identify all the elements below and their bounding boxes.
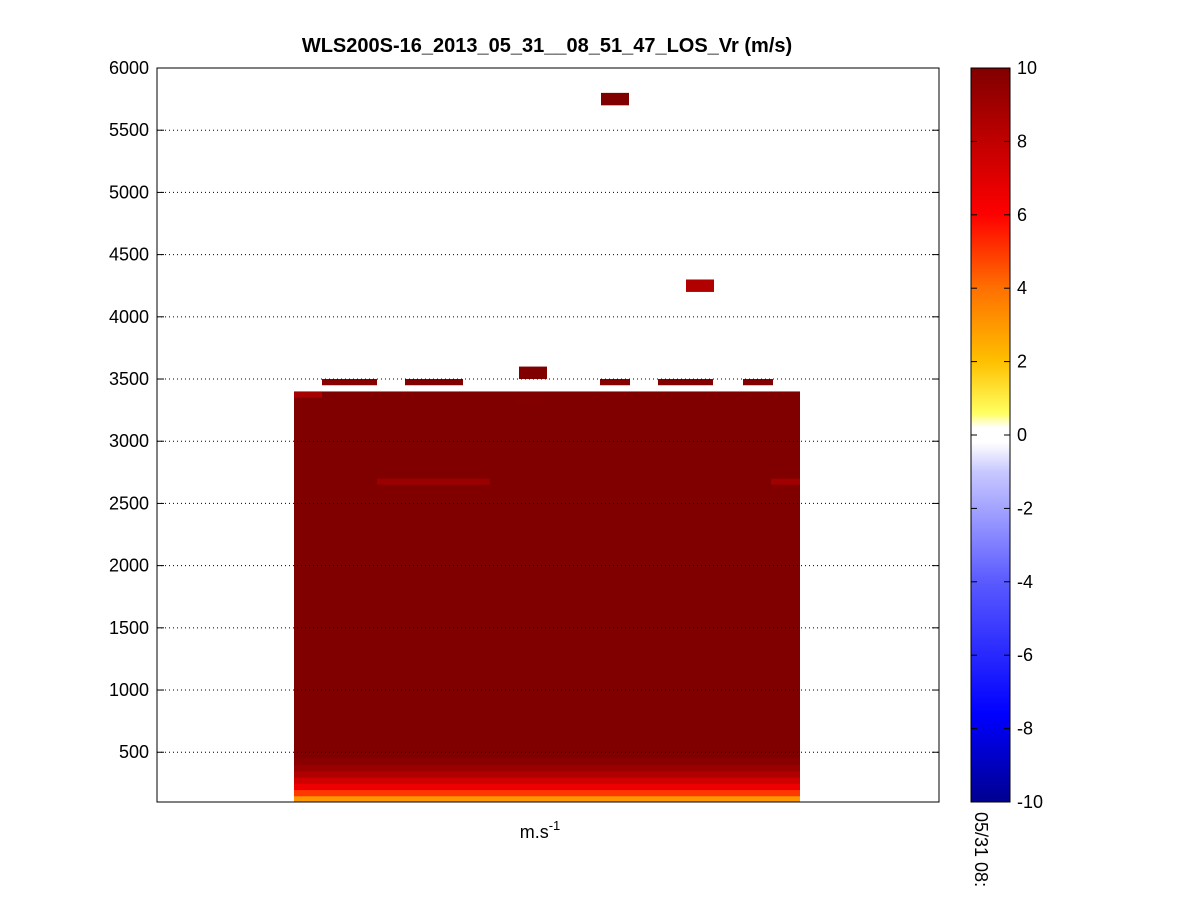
colorbar-tick-label: -8	[1017, 719, 1033, 739]
chart-title: WLS200S-16_2013_05_31__08_51_47_LOS_Vr (…	[302, 35, 792, 57]
colorbar-tick-label: 6	[1017, 205, 1027, 225]
y-tick-label: 500	[119, 742, 149, 762]
x-axis-label-exponent: -1	[549, 818, 561, 833]
colorbar-tick-label: 4	[1017, 278, 1027, 298]
colorbar-tick-label: 0	[1017, 425, 1027, 445]
heatmap-block	[294, 391, 800, 802]
y-tick-label: 5500	[109, 120, 149, 140]
colorbar-tick-label: 8	[1017, 131, 1027, 151]
x-axis-label: m.s-1	[520, 818, 561, 842]
heatmap-isolated-cell	[519, 366, 547, 380]
heatmap-cell	[517, 397, 545, 404]
heatmap-gradient-cell	[294, 789, 800, 797]
colorbar	[970, 67, 1011, 803]
heatmap-cell	[405, 379, 463, 386]
heatmap-cell	[743, 379, 773, 386]
heatmap-gradient-cell	[294, 758, 800, 766]
colorbar-tick-label: -10	[1017, 792, 1043, 812]
heatmap-gradient-cell	[294, 764, 800, 772]
heatmap-cell	[658, 379, 713, 386]
colorbar-tick-label: -4	[1017, 572, 1033, 592]
y-tick-label: 1000	[109, 680, 149, 700]
heatmap-cell	[322, 379, 377, 386]
heatmap-isolated-cell	[686, 279, 714, 292]
x-axis-label-base: m.s	[520, 822, 549, 842]
heatmap-cells	[294, 92, 800, 802]
y-axis-ticks: 500 1000 1500 2000 2500 3000 3500 4000 4500 5000 5…	[109, 58, 939, 762]
heatmap-gradient-cell	[294, 770, 800, 778]
heatmap-cell	[377, 397, 405, 404]
y-tick-label: 4000	[109, 307, 149, 327]
plot-area-frame	[156, 67, 940, 803]
heatmap-gradient-cell	[294, 783, 800, 791]
heatmap-gradient-cell	[294, 795, 800, 802]
y-tick-label: 2000	[109, 556, 149, 576]
colorbar-time-label: 05/31 08:	[971, 812, 991, 887]
heatmap-gradient-cell	[294, 777, 800, 784]
heatmap-cell	[771, 478, 800, 485]
colorbar-tick-label: 10	[1017, 58, 1037, 78]
y-tick-label: 5000	[109, 182, 149, 202]
y-tick-label: 2500	[109, 493, 149, 513]
y-tick-label: 3000	[109, 431, 149, 451]
y-tick-label: 4500	[109, 245, 149, 265]
heatmap-isolated-cell	[601, 92, 629, 106]
colorbar-tick-label: 2	[1017, 352, 1027, 372]
y-tick-label: 1500	[109, 618, 149, 638]
heatmap-cell	[600, 379, 630, 386]
colorbar-ticks: 10 8 6 4 2 0 -2 -4 -6 -8 -10	[971, 58, 1043, 812]
y-tick-label: 3500	[109, 369, 149, 389]
colorbar-tick-label: -6	[1017, 645, 1033, 665]
colorbar-tick-label: -2	[1017, 498, 1033, 518]
heatmap-cell	[294, 391, 322, 398]
y-tick-label: 6000	[109, 58, 149, 78]
heatmap-cell	[377, 478, 490, 485]
